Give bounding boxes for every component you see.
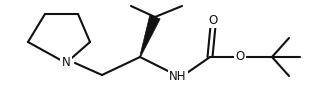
- Text: N: N: [62, 56, 70, 69]
- Polygon shape: [140, 15, 160, 56]
- Text: NH: NH: [169, 71, 187, 84]
- Text: O: O: [208, 14, 218, 27]
- Text: O: O: [236, 51, 245, 64]
